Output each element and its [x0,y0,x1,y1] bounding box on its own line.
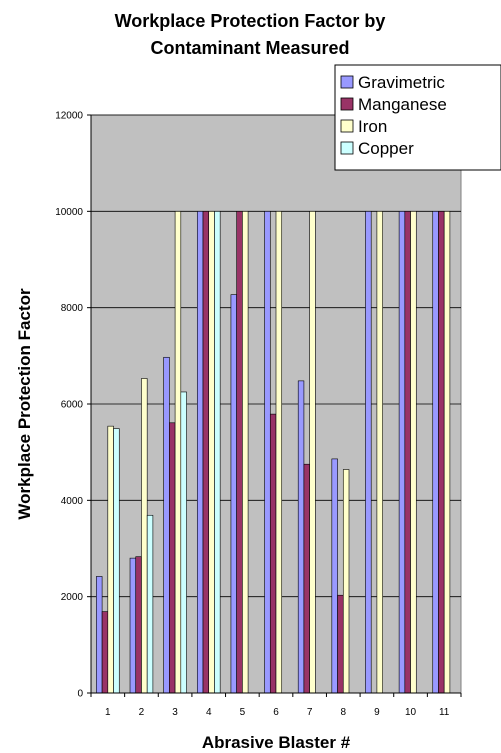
bar-gravimetric-1 [96,576,103,694]
x-tick-label: 1 [105,707,111,718]
bar-copper-4 [214,211,221,694]
chart-title-line-2: Contaminant Measured [150,38,349,58]
bar-copper-2 [146,514,154,694]
y-tick-label: 12000 [55,111,83,122]
y-tick-label: 0 [77,689,83,700]
y-axis-title: Workplace Protection Factor [15,288,34,520]
bar-iron-8 [342,469,350,694]
y-tick-labels: 0 2000 4000 6000 8000 10000 12000 [55,111,91,700]
y-tick-label: 6000 [61,400,84,411]
chart-title-line-1: Workplace Protection Factor by [115,11,386,31]
bar-iron-7 [309,211,316,694]
legend-label-iron: Iron [358,117,387,136]
bar-gravimetric-9 [365,211,372,694]
bar-gravimetric-5 [230,294,237,694]
legend-label-manganese: Manganese [358,95,447,114]
bar-manganese-8 [337,594,344,694]
legend-swatch-gravimetric [340,75,354,89]
legend-label-copper: Copper [358,139,414,158]
bar-gravimetric-4 [196,211,204,694]
legend-swatch-copper [340,141,354,155]
legend-label-gravimetric: Gravimetric [358,73,445,92]
bar-iron-9 [376,211,383,694]
x-tick-label: 3 [172,707,178,718]
bar-iron-5 [242,211,249,694]
x-tick-label: 2 [139,707,145,718]
legend: Gravimetric Manganese Iron Copper [334,64,501,171]
bar-manganese-5 [236,211,243,694]
bar-manganese-11 [438,211,445,694]
bar-manganese-4 [202,211,210,694]
x-tick-label: 10 [405,707,417,718]
legend-swatch-iron [340,119,354,133]
x-tick-label: 4 [206,707,212,718]
bar-gravimetric-3 [163,356,170,694]
bar-gravimetric-10 [398,211,406,694]
bar-iron-1 [107,425,114,694]
bar-manganese-2 [135,556,142,694]
bar-manganese-7 [303,463,310,694]
bar-gravimetric-8 [331,458,338,694]
x-tick-label: 7 [307,707,313,718]
bar-iron-10 [410,211,417,694]
x-tick-label: 5 [240,707,246,718]
bar-iron-11 [443,211,451,694]
bar-iron-2 [141,378,148,694]
y-tick-label: 10000 [55,207,83,218]
bar-gravimetric-2 [129,557,137,694]
bar-copper-3 [180,391,187,694]
bar-iron-4 [208,211,215,694]
x-tick-labels: 1 2 3 4 5 6 7 8 9 10 11 [90,693,462,718]
x-tick-label: 6 [273,707,279,718]
legend-box [334,64,501,171]
bar-copper-1 [113,428,120,694]
x-axis-title: Abrasive Blaster # [202,733,351,752]
bar-manganese-3 [169,422,176,694]
x-tick-label: 8 [340,707,346,718]
y-tick-label: 8000 [61,303,84,314]
y-tick-label: 4000 [61,496,84,507]
bar-iron-6 [275,211,283,694]
y-tick-label: 2000 [61,592,84,603]
legend-swatch-manganese [340,97,354,111]
bar-gravimetric-11 [432,211,439,694]
x-tick-label: 11 [439,707,450,718]
bar-gravimetric-7 [297,380,305,694]
bar-manganese-1 [101,611,109,694]
bar-gravimetric-6 [264,211,271,694]
bar-manganese-6 [269,413,277,694]
bars [96,211,451,694]
bar-manganese-10 [404,211,411,694]
bar-iron-3 [174,211,182,694]
x-tick-label: 9 [374,707,380,718]
